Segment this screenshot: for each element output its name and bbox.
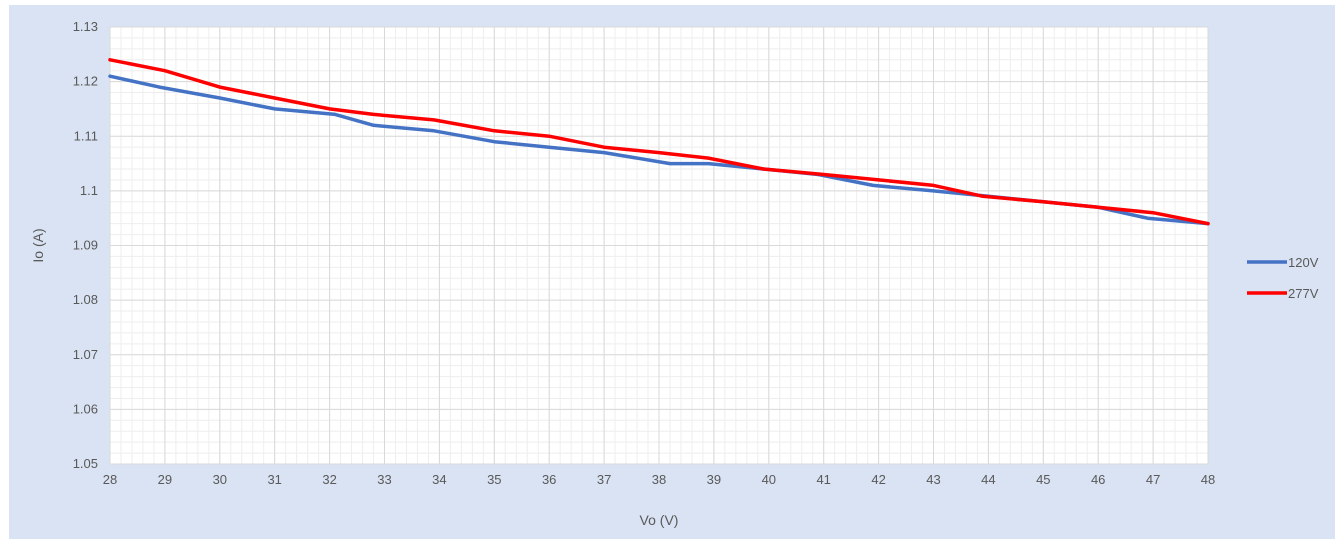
x-tick-label: 43: [926, 472, 940, 487]
x-tick-label: 42: [871, 472, 885, 487]
x-tick-label: 33: [377, 472, 391, 487]
legend-label-277V: 277V: [1288, 286, 1319, 301]
x-tick-label: 29: [158, 472, 172, 487]
x-tick-label: 37: [597, 472, 611, 487]
x-tick-label: 41: [816, 472, 830, 487]
x-tick-label: 40: [762, 472, 776, 487]
x-tick-label: 36: [542, 472, 556, 487]
x-axis-tick-labels: 28 29 30 31 32 33 34 35 36 37 38 39 40 41 42 43 44 45 46 47…: [103, 472, 1215, 487]
y-tick-label: 1.11: [74, 128, 98, 143]
x-tick-label: 47: [1146, 472, 1160, 487]
y-tick-label: 1.09: [73, 238, 98, 253]
x-tick-label: 32: [322, 472, 336, 487]
series-lines: [108, 58, 1210, 226]
x-tick-label: 39: [707, 472, 721, 487]
y-tick-label: 1.1: [80, 183, 98, 198]
series-line-277V: [108, 58, 1210, 226]
y-tick-label: 1.05: [73, 456, 98, 471]
legend: 120V 277V: [1247, 255, 1319, 301]
y-axis-tick-labels: 1.05 1.06 1.07 1.08 1.09 1.1 1.11 1.12 1.13: [73, 19, 98, 471]
y-tick-label: 1.08: [73, 292, 98, 307]
x-tick-label: 31: [267, 472, 281, 487]
y-axis-title: Io (A): [30, 228, 46, 262]
y-tick-label: 1.07: [73, 347, 98, 362]
legend-label-120V: 120V: [1288, 255, 1319, 270]
x-tick-label: 44: [981, 472, 995, 487]
y-tick-label: 1.12: [73, 74, 98, 89]
x-axis-title: Vo (V): [640, 512, 679, 528]
x-tick-label: 34: [432, 472, 446, 487]
x-tick-label: 30: [213, 472, 227, 487]
x-tick-label: 28: [103, 472, 117, 487]
x-tick-label: 46: [1091, 472, 1105, 487]
major-gridlines: [109, 26, 1209, 465]
x-tick-label: 45: [1036, 472, 1050, 487]
x-tick-label: 48: [1201, 472, 1215, 487]
y-tick-label: 1.13: [73, 19, 98, 34]
y-tick-label: 1.06: [73, 401, 98, 416]
x-tick-label: 38: [652, 472, 666, 487]
x-tick-label: 35: [487, 472, 501, 487]
